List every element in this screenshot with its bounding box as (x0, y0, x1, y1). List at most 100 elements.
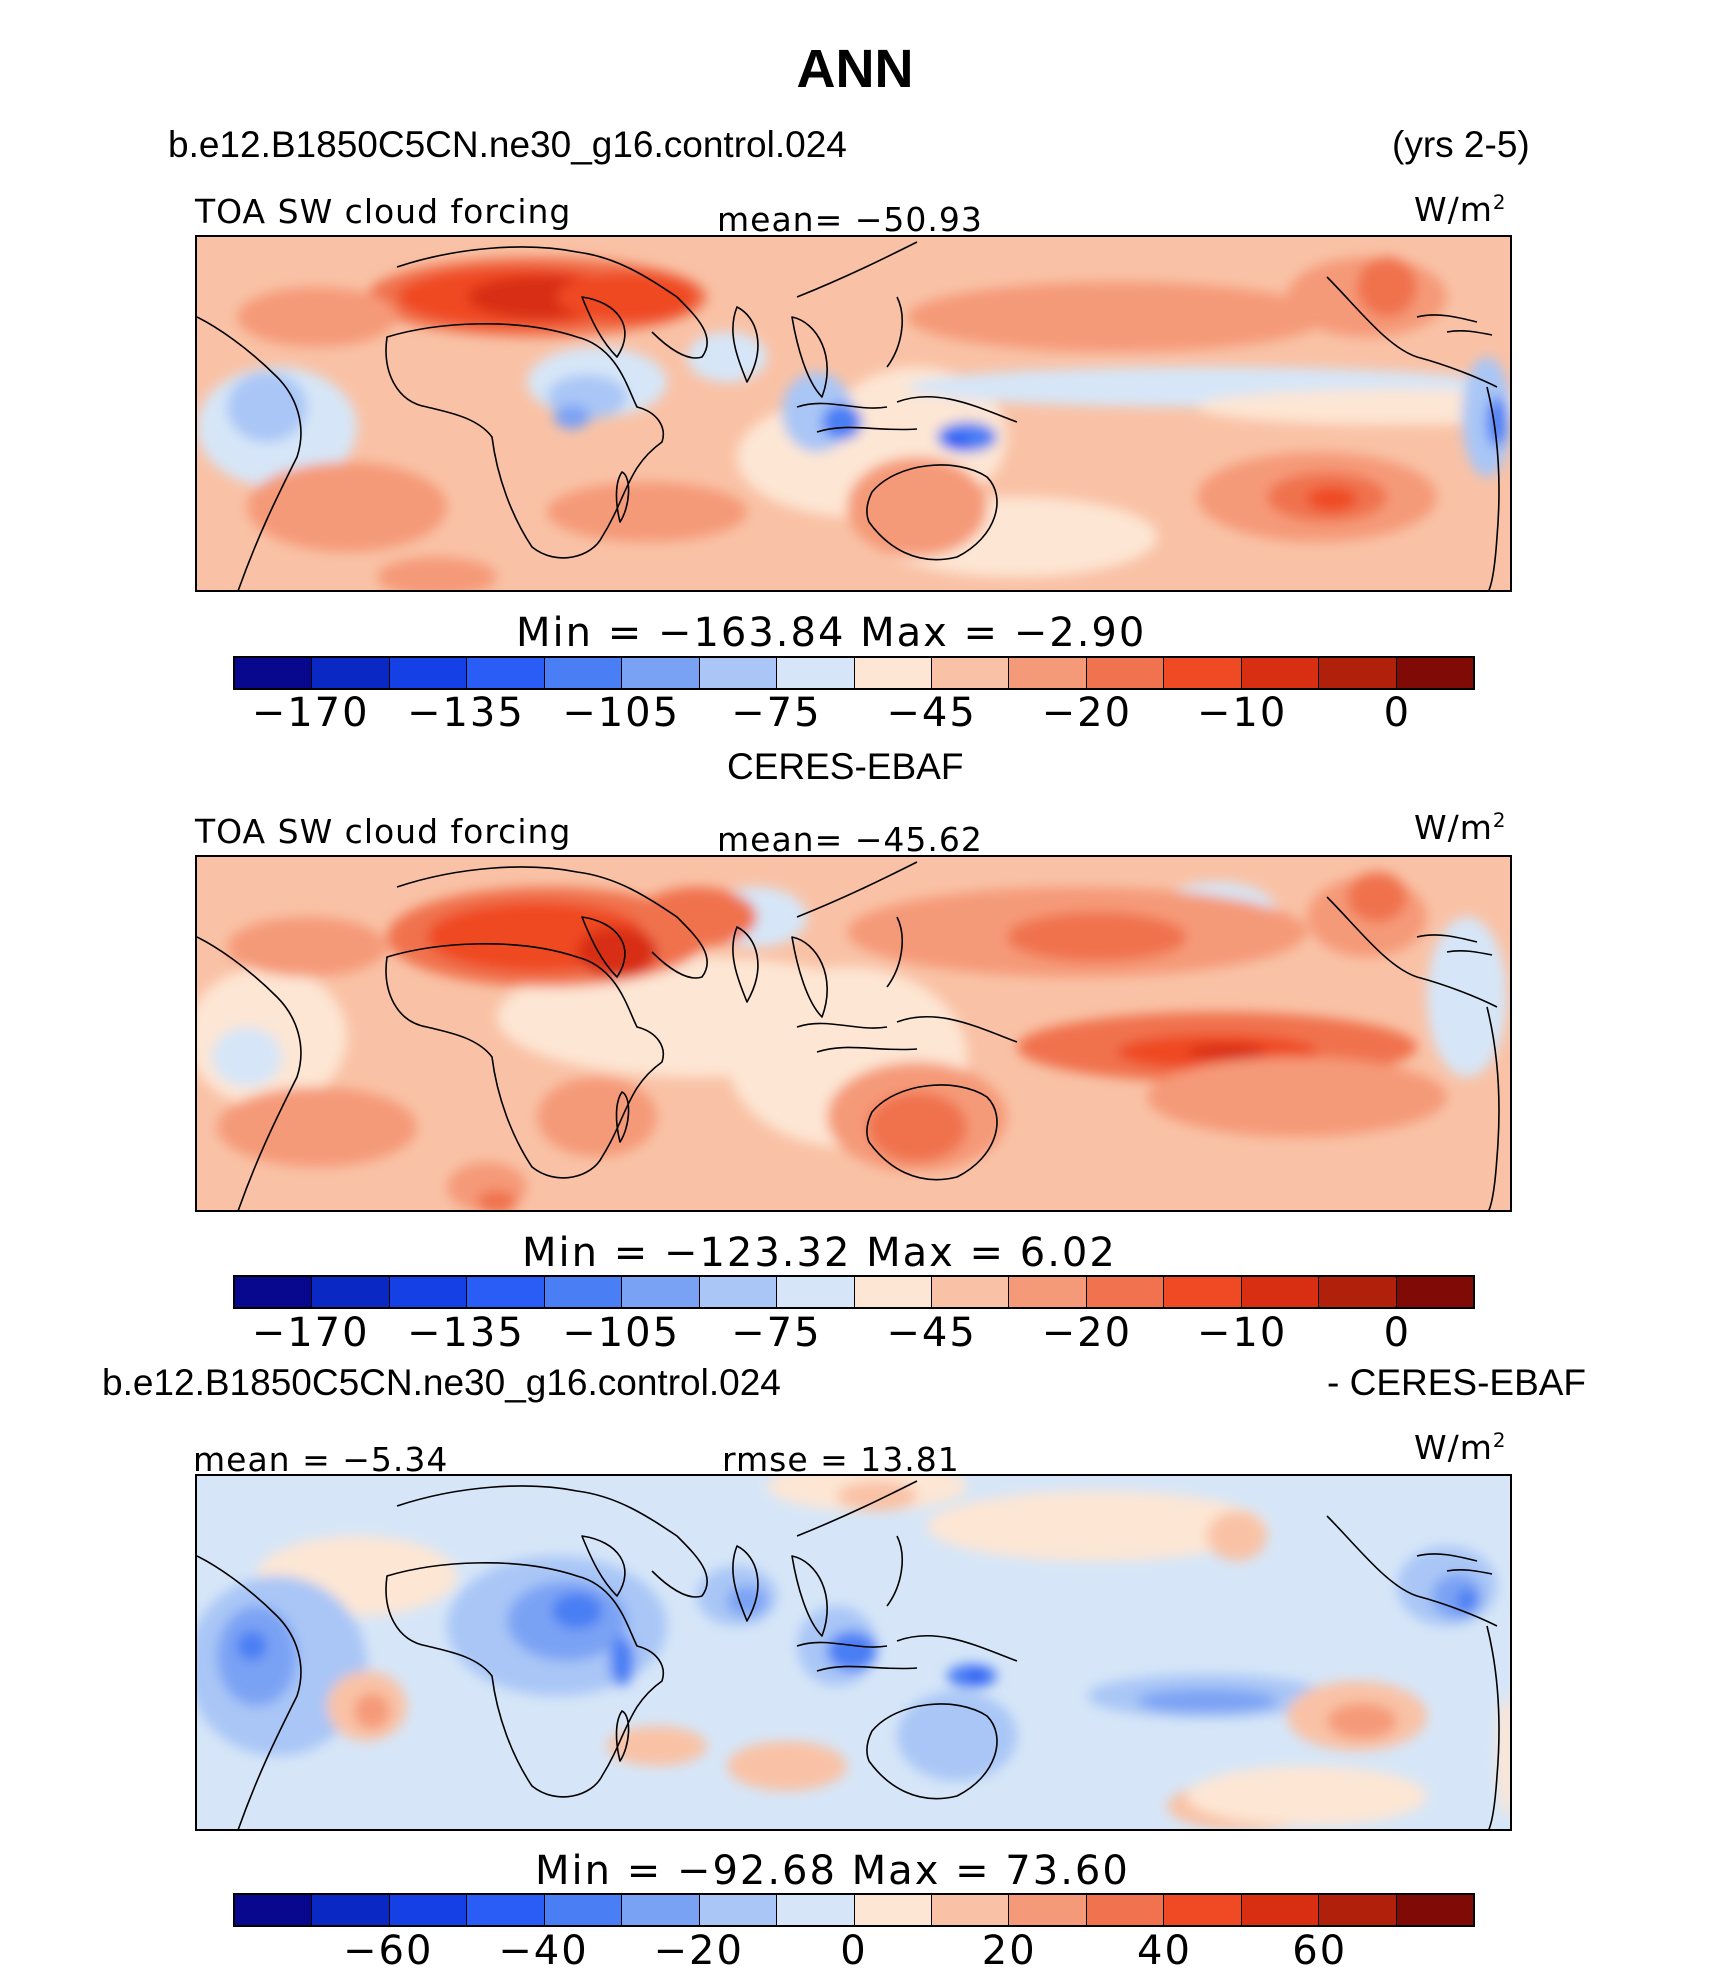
coastline (385, 943, 664, 1179)
colorbar-swatch (312, 1895, 390, 1925)
field-contour (607, 1726, 707, 1766)
colorbar-swatch (1319, 1277, 1397, 1307)
panel3-minmax: Min = −92.68 Max = 73.60 (535, 1848, 1130, 1894)
colorbar-swatch (699, 1277, 778, 1307)
field-contour (1187, 1044, 1267, 1060)
coastline (197, 936, 302, 1210)
colorbar-swatch (1241, 658, 1320, 688)
field-contour (1327, 1703, 1397, 1739)
colorbar-tick-label: −105 (562, 690, 681, 736)
field-contour (847, 457, 987, 557)
coastline (796, 1634, 1018, 1672)
panel2-minmax: Min = −123.32 Max = 6.02 (522, 1230, 1117, 1276)
coastline (732, 306, 759, 383)
field-contour (552, 1593, 602, 1629)
field-contour (637, 887, 757, 947)
colorbar-swatch (622, 1895, 700, 1925)
colorbar-swatch (699, 658, 778, 688)
field-contour (610, 1636, 634, 1686)
colorbar-swatch (1396, 1895, 1473, 1925)
panel1-units: W/m2 (1414, 190, 1507, 229)
colorbar-tick-label: 0 (840, 1928, 868, 1974)
field-contour (927, 1491, 1267, 1561)
colorbar-swatch (235, 658, 313, 688)
field-contour (1357, 257, 1417, 317)
panel2-colorbar (233, 1275, 1475, 1309)
colorbar-swatch (931, 1277, 1010, 1307)
field-contour (1427, 917, 1507, 1077)
colorbar-tick-label: −10 (1196, 690, 1288, 736)
colorbar-swatch (699, 1895, 778, 1925)
colorbar-swatch (544, 658, 623, 688)
coastline (1416, 934, 1493, 956)
field-contour (727, 1586, 767, 1616)
map3-svg (197, 1476, 1510, 1829)
field-contour (1207, 1511, 1267, 1561)
coastline (615, 1091, 630, 1143)
colorbar-swatch (931, 658, 1010, 688)
field-contour (354, 1693, 390, 1729)
coastline (1326, 896, 1498, 1008)
colorbar-tick-label: 0 (1383, 1310, 1412, 1356)
field-contour (837, 1481, 917, 1511)
colorbar-tick-label: −45 (886, 1310, 977, 1356)
field-contour (497, 957, 897, 1077)
coastline (1416, 1553, 1493, 1575)
coastline (385, 323, 664, 559)
panel3-case-name: b.e12.B1850C5CN.ne30_g16.control.024 (102, 1362, 781, 1403)
coastline (796, 1015, 1018, 1053)
colorbar-tick-label: 40 (1137, 1928, 1192, 1974)
colorbar-swatch (1396, 1277, 1473, 1307)
coastline (791, 316, 828, 398)
coastline (1486, 1625, 1500, 1829)
colorbar-tick-label: −45 (886, 690, 977, 736)
field-contour (897, 1691, 1017, 1781)
coastline (581, 1535, 626, 1597)
coastline (732, 926, 759, 1003)
colorbar-tick-label: −20 (653, 1928, 744, 1974)
field-contour (967, 1670, 987, 1682)
colorbar-tick-label: −135 (406, 690, 525, 736)
colorbar-tick-label: 0 (1383, 690, 1412, 736)
panel3-minus-label: - CERES-EBAF (1327, 1362, 1587, 1403)
colorbar-swatch (467, 1277, 545, 1307)
field-contour (477, 1190, 517, 1210)
colorbar-swatch (467, 658, 545, 688)
field-contour (577, 927, 657, 977)
field-contour (1197, 389, 1510, 425)
field-contour (1187, 1766, 1427, 1826)
colorbar-tick-label: −60 (343, 1928, 434, 1974)
colorbar-swatch (777, 1277, 855, 1307)
panel1-minmax: Min = −163.84 Max = −2.90 (516, 610, 1147, 656)
field-contour (547, 482, 747, 542)
colorbar-tick-label: −105 (562, 1310, 681, 1356)
colorbar-swatch (1241, 1895, 1320, 1925)
colorbar-swatch (622, 1277, 700, 1307)
colorbar-tick-label: −135 (406, 1310, 525, 1356)
coastline (396, 246, 708, 359)
colorbar-swatch (1164, 1895, 1242, 1925)
colorbar-swatch (312, 658, 390, 688)
field-contour (247, 462, 447, 552)
colorbar-tick-label: −20 (1041, 690, 1133, 736)
colorbar-swatch (544, 1277, 623, 1307)
coastline (796, 861, 918, 988)
colorbar-swatch (1086, 1895, 1165, 1925)
field-contour (1147, 1057, 1447, 1137)
field-contour (937, 422, 997, 452)
coastline (1326, 276, 1498, 388)
panel1-mean: mean= −50.93 (717, 200, 983, 239)
panel2-map (195, 855, 1512, 1212)
panel1-variable: TOA SW cloud forcing (195, 192, 572, 231)
colorbar-swatch (1319, 1895, 1397, 1925)
colorbar-tick-label: 60 (1292, 1928, 1348, 1974)
coastline (396, 1485, 708, 1598)
panel3-mean: mean = −5.34 (193, 1440, 449, 1479)
field-contour (827, 1631, 877, 1671)
coastline (791, 1555, 828, 1637)
field-contour (1462, 357, 1510, 477)
colorbar-swatch (235, 1895, 313, 1925)
field-contour (822, 404, 862, 440)
colorbar-swatch (389, 1895, 468, 1925)
field-contour (945, 434, 969, 450)
